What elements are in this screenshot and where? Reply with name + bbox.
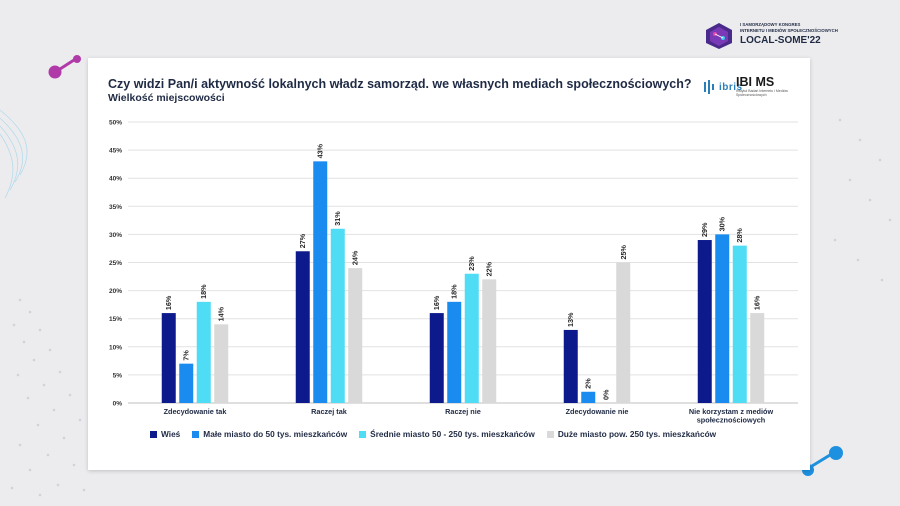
- ibims-logo-text: IBI MS: [736, 75, 775, 89]
- data-label: 30%: [718, 216, 727, 231]
- bar: [313, 161, 328, 403]
- data-label: 0%: [601, 389, 610, 400]
- ibris-logo-icon: [704, 80, 714, 94]
- y-tick-label: 50%: [109, 120, 122, 127]
- pink-connector-decoration: [48, 55, 81, 79]
- bar: [616, 262, 631, 403]
- y-tick-label: 35%: [109, 204, 122, 211]
- ibris-logo-text: ibris: [719, 81, 743, 93]
- data-label: 43%: [316, 143, 325, 158]
- legend-swatch-duze-miasto: [546, 430, 554, 438]
- bar: [429, 313, 444, 403]
- bar: [196, 301, 211, 403]
- y-tick-label: 40%: [109, 176, 122, 183]
- data-label: 27%: [298, 233, 307, 248]
- x-tick-label: Raczej nie: [445, 407, 481, 416]
- legend-swatch-male-miasto: [192, 430, 200, 438]
- legend-swatch-wies: [150, 430, 157, 438]
- chart-subtitle: Wielkość miejscowości: [108, 92, 225, 104]
- data-label: 22%: [485, 261, 494, 276]
- bar: [464, 273, 479, 403]
- y-tick-label: 10%: [109, 344, 122, 351]
- ibris-logo: ibris: [704, 80, 743, 94]
- data-label: 31%: [333, 211, 342, 226]
- legend-item-male-miasto: Małe miasto do 50 tys. mieszkańców: [192, 429, 347, 439]
- x-tick-label: społecznościowych: [697, 416, 766, 425]
- bar: [330, 228, 345, 403]
- bar: [750, 313, 765, 403]
- bar: [214, 324, 229, 403]
- bar: [715, 234, 730, 403]
- bar: [179, 363, 194, 403]
- y-tick-label: 0%: [113, 401, 123, 408]
- y-tick-label: 5%: [113, 372, 123, 379]
- data-label: 23%: [467, 256, 476, 271]
- ibims-logo-subtext: Instytut Badań Internetu i Mediów Społec…: [736, 89, 788, 97]
- x-tick-label: Zdecydowanie tak: [164, 407, 228, 416]
- congress-title-line2: INTERNETU I MEDIÓW SPOŁECZNOŚCIOWYCH: [740, 28, 838, 33]
- data-label: 18%: [450, 284, 459, 299]
- data-label: 7%: [182, 350, 191, 361]
- ibims-logo: IBI MS Instytut Badań Internetu i Mediów…: [736, 75, 796, 97]
- congress-logo-icon: [706, 23, 732, 49]
- congress-branding: I SAMORZĄDOWY KONGRES INTERNETU I MEDIÓW…: [704, 22, 838, 50]
- data-label: 16%: [432, 295, 441, 310]
- legend-label-srednie-miasto: Średnie miasto 50 - 250 tys. mieszkańców: [370, 429, 535, 439]
- bar: [161, 313, 176, 403]
- data-label: 29%: [700, 222, 709, 237]
- bar: [732, 245, 747, 403]
- bar: [581, 391, 596, 403]
- legend-label-wies: Wieś: [161, 429, 181, 439]
- bar: [697, 240, 712, 403]
- bar: [563, 329, 578, 403]
- y-tick-label: 15%: [109, 316, 122, 323]
- y-tick-label: 45%: [109, 148, 122, 155]
- data-label: 16%: [753, 295, 762, 310]
- chart-title: Czy widzi Pan/i aktywność lokalnych wład…: [108, 77, 692, 91]
- legend-label-male-miasto: Małe miasto do 50 tys. mieszkańców: [203, 429, 348, 439]
- legend-label-duze-miasto: Duże miasto pow. 250 tys. mieszkańców: [557, 429, 717, 439]
- bar: [447, 301, 462, 403]
- data-label: 16%: [164, 295, 173, 310]
- data-label: 25%: [619, 245, 628, 260]
- data-label: 28%: [735, 228, 744, 243]
- data-label: 14%: [217, 306, 226, 321]
- bar: [482, 279, 497, 403]
- data-label: 18%: [199, 284, 208, 299]
- legend-item-wies: Wieś: [150, 429, 180, 439]
- data-label: 13%: [566, 312, 575, 327]
- data-label: 24%: [351, 250, 360, 265]
- bar: [295, 251, 310, 403]
- x-tick-label: Nie korzystam z mediów: [689, 407, 774, 416]
- chart-legend: Wieś Małe miasto do 50 tys. mieszkańców …: [150, 429, 716, 439]
- bar: [348, 268, 363, 403]
- y-tick-label: 30%: [109, 232, 122, 239]
- legend-item-srednie-miasto: Średnie miasto 50 - 250 tys. mieszkańców: [359, 429, 535, 439]
- y-tick-label: 20%: [109, 288, 122, 295]
- data-label: 2%: [584, 378, 593, 389]
- legend-swatch-srednie-miasto: [359, 430, 367, 438]
- y-tick-label: 25%: [109, 260, 122, 267]
- x-tick-label: Raczej tak: [311, 407, 348, 416]
- x-tick-label: Zdecydowanie nie: [566, 407, 629, 416]
- congress-title-line1: I SAMORZĄDOWY KONGRES: [740, 22, 801, 27]
- legend-item-duze-miasto: Duże miasto pow. 250 tys. mieszkańców: [546, 429, 717, 439]
- congress-title-line3: LOCAL-SOME'22: [740, 35, 821, 46]
